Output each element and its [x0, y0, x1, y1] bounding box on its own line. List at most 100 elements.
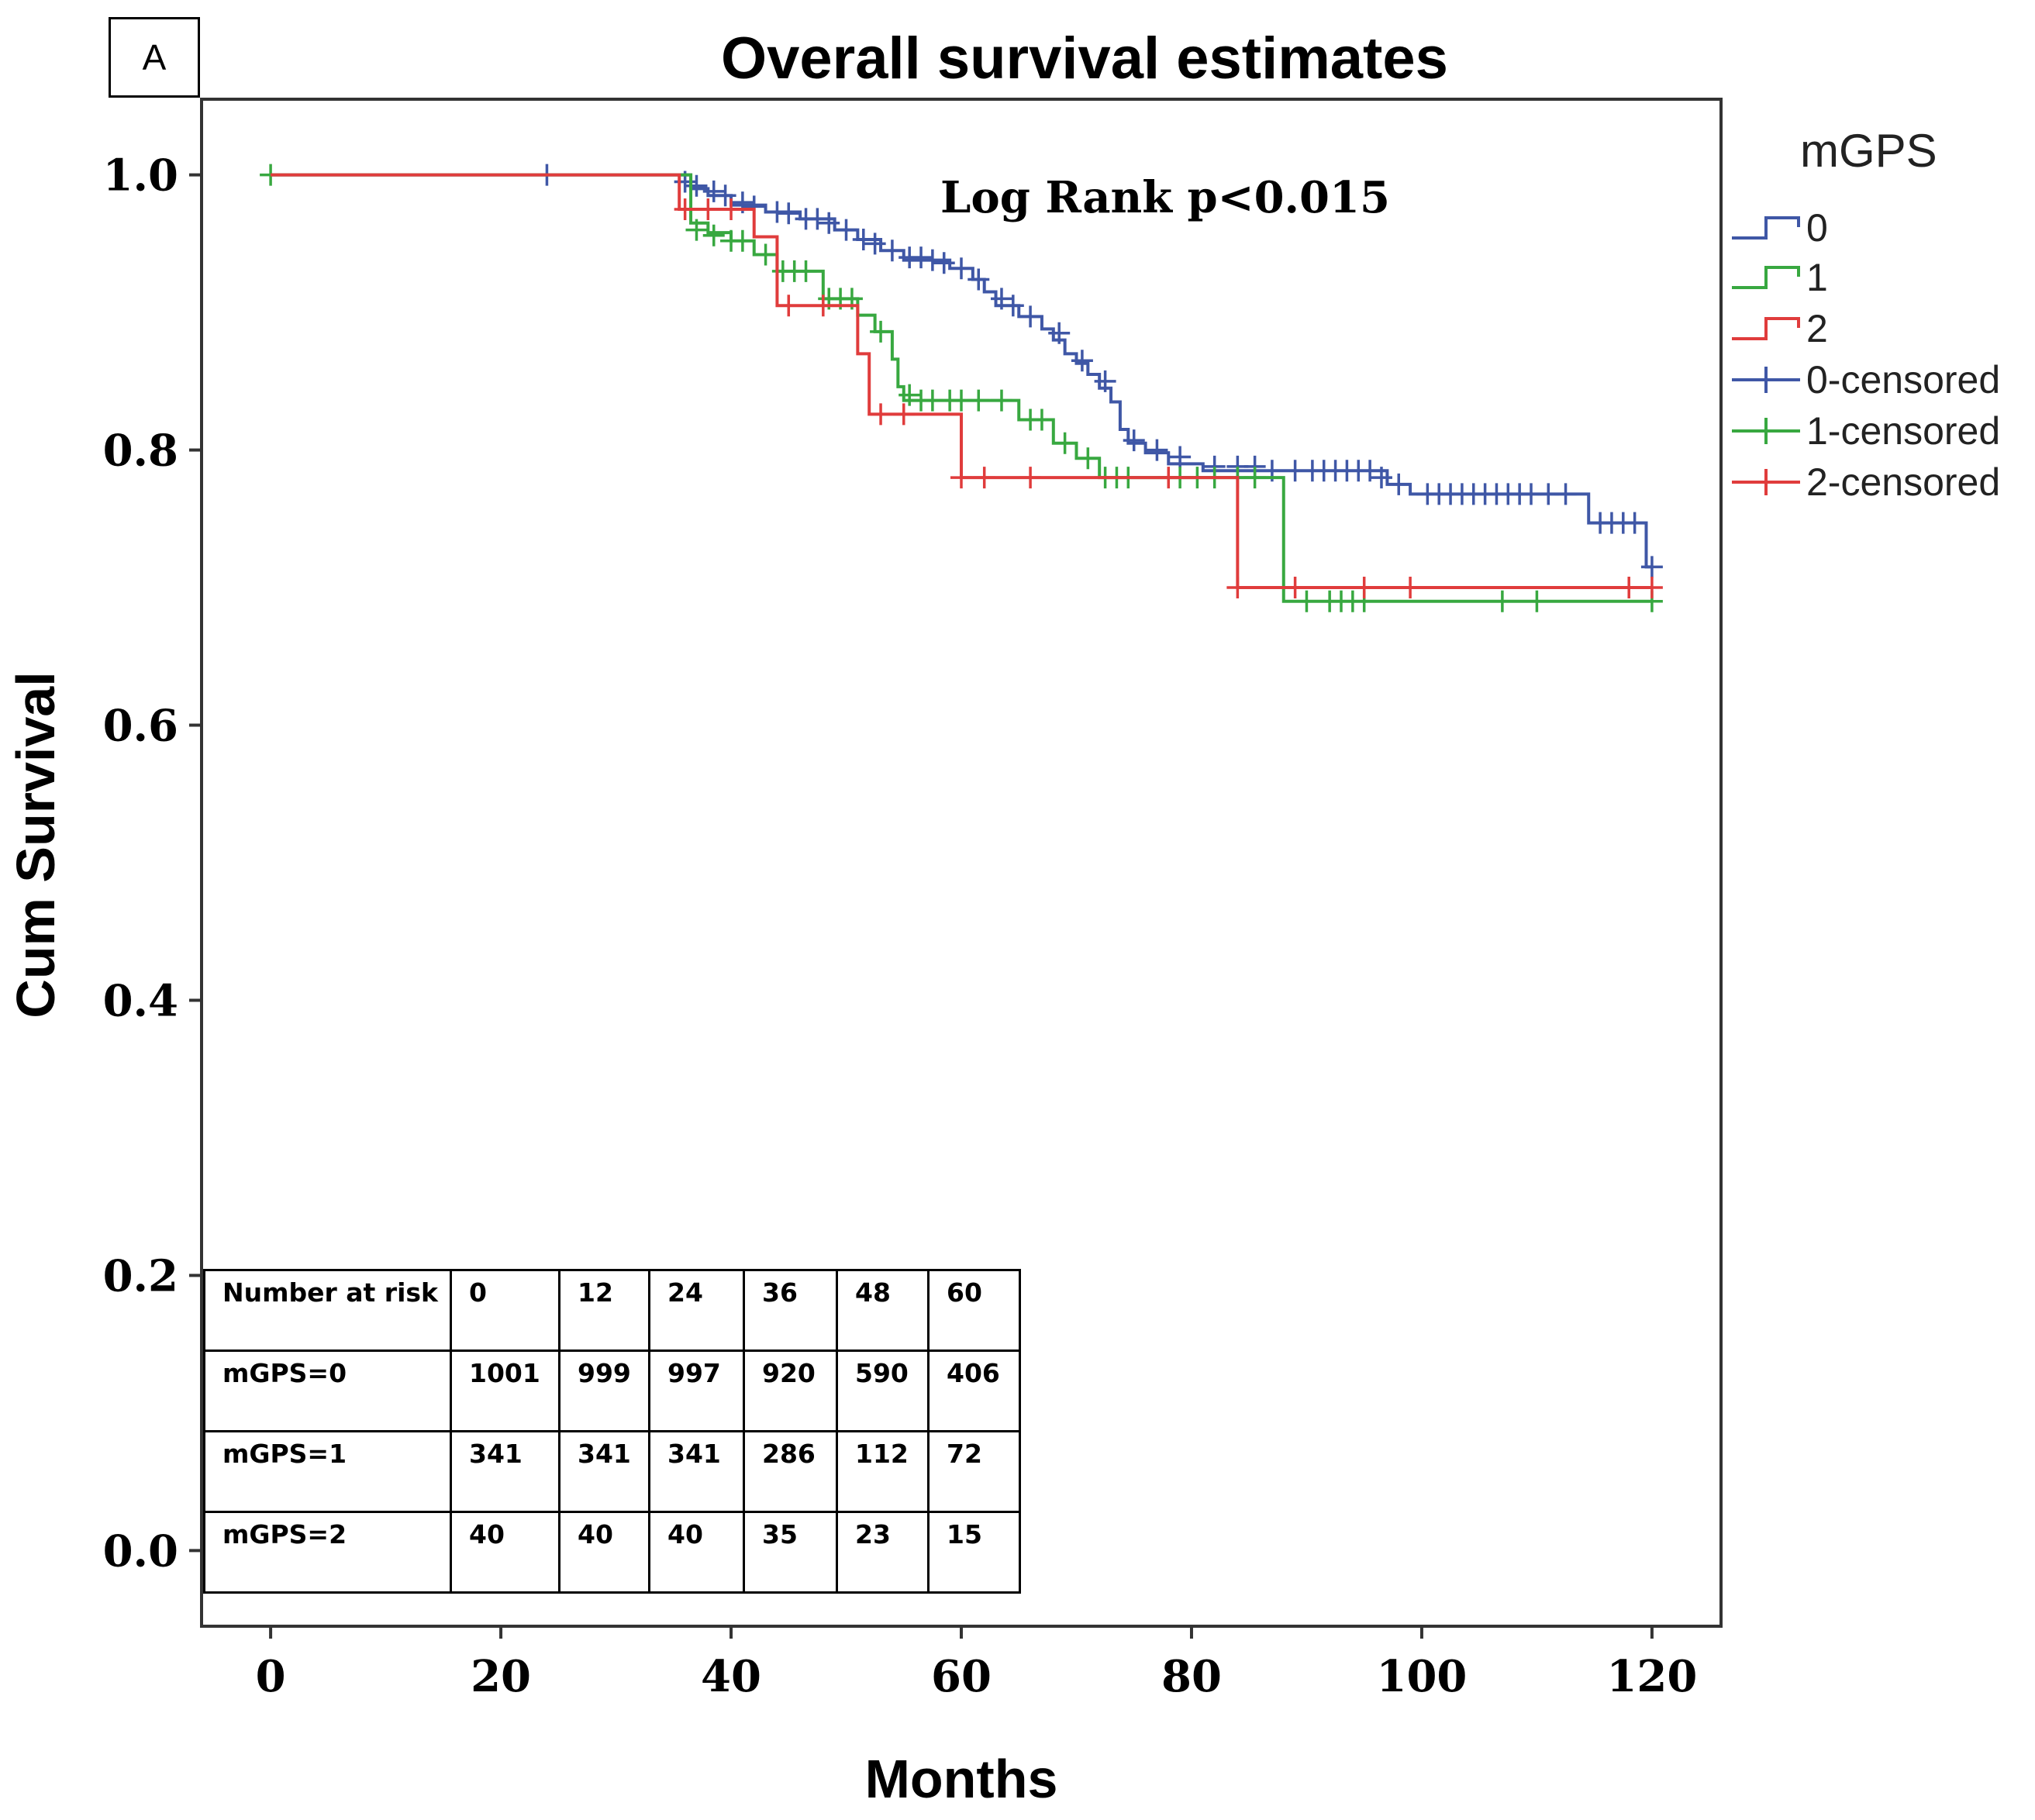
series-line-mgps-2 [271, 173, 1652, 590]
censor-mark-mgps-2 [950, 467, 972, 489]
table-cell: 112 [836, 1430, 930, 1513]
table-header-row: Number at risk 0 12 24 36 48 60 [203, 1269, 1021, 1352]
censor-mark-mgps-1 [1030, 408, 1053, 431]
y-tick-label: 0.6 [103, 701, 178, 752]
legend-label: 1-censored [1806, 409, 2001, 453]
x-tick-label: 0 [256, 1651, 286, 1702]
legend-label: 1 [1806, 256, 1828, 299]
table-cell: 15 [927, 1511, 1021, 1594]
censor-mark-mgps-1 [1526, 590, 1548, 612]
censor-mark-mgps-2 [1284, 577, 1306, 599]
censor-mark-mgps-0 [1146, 439, 1168, 461]
censor-mark-mgps-1 [1054, 432, 1076, 454]
censor-mark-mgps-0 [1071, 350, 1093, 372]
table-cell: 40 [648, 1511, 745, 1594]
number-at-risk-table: Number at risk 0 12 24 36 48 60 mGPS=0 1… [203, 1269, 1021, 1594]
censor-mark-mgps-2 [1353, 577, 1375, 599]
censor-mark-mgps-2 [812, 295, 834, 317]
censor-mark-mgps-0 [1123, 429, 1145, 452]
table-cell: 590 [836, 1349, 930, 1432]
censor-mark-mgps-1 [967, 389, 990, 412]
table-cell: Number at risk [203, 1269, 452, 1352]
table-cell: mGPS=0 [203, 1349, 452, 1432]
x-tick-label: 100 [1376, 1651, 1467, 1702]
censor-mark-mgps-0 [864, 233, 886, 255]
y-tick-label: 0.8 [103, 426, 178, 477]
censor-mark-mgps-1 [685, 219, 708, 241]
censor-mark-mgps-2 [1618, 577, 1640, 599]
censor-mark-mgps-0 [1623, 512, 1646, 534]
step-line-icon [1732, 216, 1800, 240]
table-cell: 35 [743, 1511, 838, 1594]
censor-mark-mgps-0 [933, 252, 955, 274]
table-row: mGPS=2 40 40 40 35 23 15 [203, 1511, 1021, 1594]
censor-mark-mgps-1 [1491, 590, 1513, 612]
step-line-icon [1732, 266, 1800, 289]
censor-mark-mgps-2 [1019, 467, 1042, 489]
table-cell: 1001 [450, 1349, 560, 1432]
censor-mark-mgps-2 [870, 403, 892, 426]
censor-mark-mgps-1 [990, 389, 1012, 412]
table-cell: 341 [558, 1430, 650, 1513]
censor-mark-mgps-0 [778, 202, 800, 225]
censor-mark-mgps-1 [731, 229, 754, 252]
censor-mark-mgps-0 [910, 246, 933, 269]
censor-mark-icon [1732, 367, 1800, 393]
censor-mark-mgps-0 [835, 219, 857, 241]
table-cell: 60 [927, 1269, 1021, 1352]
legend-title: mGPS [1800, 125, 1937, 177]
censor-mark-mgps-1 [1077, 447, 1099, 470]
table-cell: 48 [836, 1269, 930, 1352]
x-tick-label: 20 [471, 1651, 531, 1702]
legend-item: 0-censored [1730, 355, 2000, 405]
y-tick-label: 0.2 [103, 1250, 178, 1301]
step-line-icon [1732, 317, 1800, 340]
table-row: mGPS=1 341 341 341 286 112 72 [203, 1430, 1021, 1513]
censor-mark-mgps-2 [720, 198, 743, 220]
censor-mark-mgps-0 [1019, 305, 1042, 328]
censor-mark-mgps-0 [1388, 473, 1410, 495]
log-rank-annotation: Log Rank p<0.015 [940, 172, 1390, 223]
x-tick-label: 80 [1161, 1651, 1222, 1702]
censor-mark-mgps-0 [1359, 460, 1381, 482]
censor-mark-mgps-0 [1094, 370, 1116, 392]
censor-mark-mgps-0 [967, 268, 990, 291]
table-cell: 24 [648, 1269, 745, 1352]
censor-mark-mgps-1 [1243, 467, 1266, 489]
censor-mark-mgps-2 [892, 403, 915, 426]
censor-mark-mgps-0 [766, 201, 788, 223]
censor-mark-mgps-0 [702, 180, 725, 202]
table-cell: 40 [558, 1511, 650, 1594]
table-cell: 406 [927, 1349, 1021, 1432]
censor-mark-mgps-0 [1048, 322, 1071, 344]
series-line-mgps-0 [271, 173, 1652, 569]
legend-item: 2-censored [1730, 457, 2000, 507]
censor-mark-mgps-0 [685, 174, 708, 197]
censor-mark-mgps-0 [1169, 446, 1192, 468]
censor-mark-mgps-1 [795, 260, 817, 282]
censor-mark-mgps-1 [1295, 590, 1318, 612]
table-cell: 341 [648, 1430, 745, 1513]
censor-mark-mgps-2 [697, 198, 719, 220]
censor-mark-mgps-1 [702, 224, 725, 246]
table-cell: 920 [743, 1349, 838, 1432]
table-cell: 12 [558, 1269, 650, 1352]
legend-label: 0-censored [1806, 358, 2001, 402]
table-cell: 999 [558, 1349, 650, 1432]
censor-mark-mgps-0 [990, 288, 1012, 310]
chart-title: Overall survival estimates [721, 26, 1448, 91]
legend-item: 1-censored [1730, 406, 2000, 456]
table-cell: 72 [927, 1430, 1021, 1513]
censor-mark-mgps-2 [973, 467, 995, 489]
censor-mark-mgps-0 [921, 249, 943, 271]
censor-mark-mgps-0 [1370, 467, 1392, 489]
y-tick-label: 0.0 [103, 1525, 178, 1577]
series-line-mgps-1 [271, 173, 1652, 603]
table-cell: mGPS=2 [203, 1511, 452, 1594]
table-cell: mGPS=1 [203, 1430, 452, 1513]
legend-label: 0 [1806, 206, 1828, 250]
table-cell: 341 [450, 1430, 560, 1513]
table-cell: 36 [743, 1269, 838, 1352]
censor-mark-mgps-0 [806, 208, 829, 230]
